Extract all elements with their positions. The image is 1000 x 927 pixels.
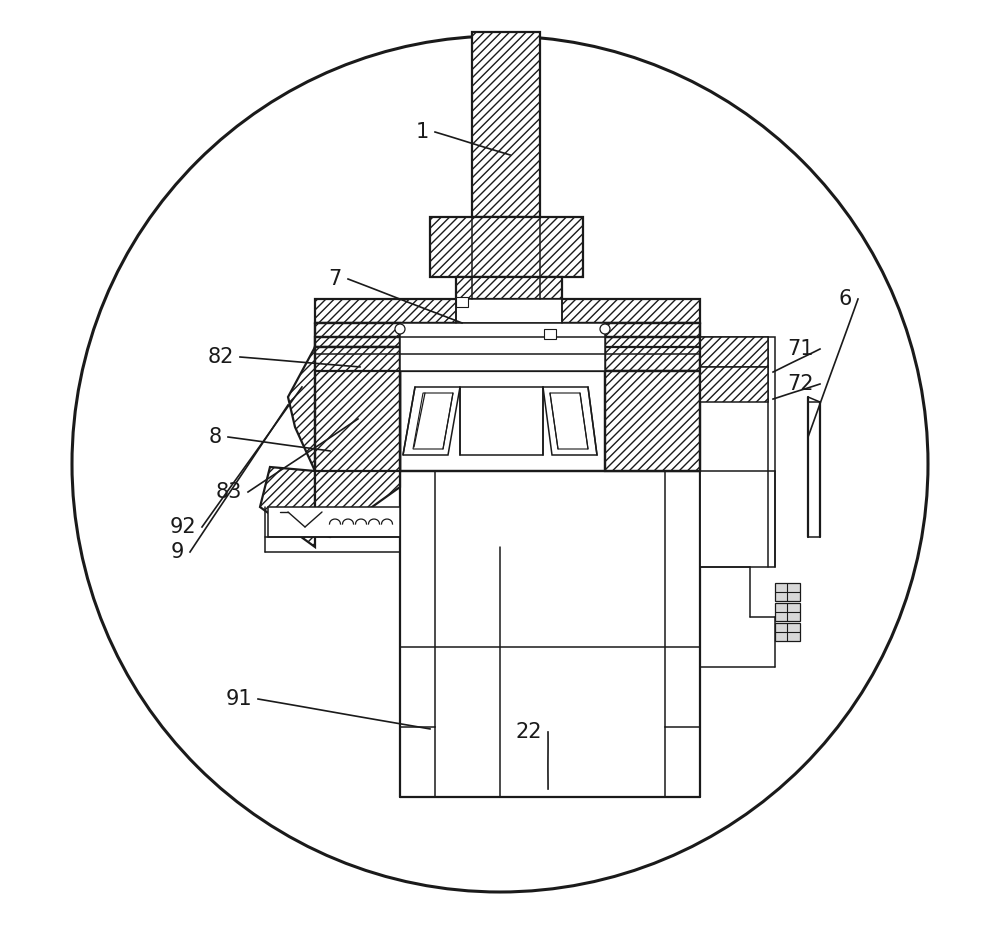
Text: 72: 72	[788, 374, 814, 394]
Text: 6: 6	[839, 289, 852, 309]
Polygon shape	[700, 367, 768, 402]
Text: 7: 7	[329, 269, 342, 289]
Polygon shape	[268, 507, 400, 537]
Polygon shape	[550, 393, 588, 449]
Polygon shape	[700, 337, 775, 567]
Text: 22: 22	[516, 722, 542, 742]
Polygon shape	[288, 347, 400, 471]
Polygon shape	[605, 337, 700, 371]
Polygon shape	[775, 583, 800, 601]
Polygon shape	[315, 299, 700, 323]
Text: 92: 92	[169, 517, 196, 537]
Polygon shape	[775, 623, 800, 641]
Text: 83: 83	[216, 482, 242, 502]
Polygon shape	[400, 371, 605, 471]
Polygon shape	[315, 347, 400, 537]
Polygon shape	[700, 337, 768, 367]
Polygon shape	[413, 393, 453, 449]
Polygon shape	[544, 329, 556, 339]
Polygon shape	[460, 387, 543, 455]
Polygon shape	[605, 371, 700, 471]
Polygon shape	[315, 323, 400, 347]
Polygon shape	[260, 467, 315, 547]
Text: 91: 91	[225, 689, 252, 709]
Polygon shape	[315, 337, 400, 371]
Circle shape	[395, 324, 405, 334]
Text: 8: 8	[209, 427, 222, 447]
Polygon shape	[315, 371, 400, 471]
Polygon shape	[400, 323, 605, 347]
Polygon shape	[315, 347, 400, 471]
Polygon shape	[543, 387, 597, 455]
Polygon shape	[605, 323, 700, 347]
Polygon shape	[430, 217, 583, 277]
Circle shape	[600, 324, 610, 334]
Text: 71: 71	[788, 339, 814, 359]
Polygon shape	[775, 603, 800, 621]
Text: 9: 9	[171, 542, 184, 562]
Polygon shape	[456, 297, 468, 307]
Polygon shape	[605, 347, 700, 471]
Polygon shape	[456, 299, 562, 323]
Text: 82: 82	[208, 347, 234, 367]
Polygon shape	[403, 387, 460, 455]
Polygon shape	[400, 337, 605, 371]
Polygon shape	[456, 277, 562, 299]
Text: 1: 1	[416, 122, 429, 142]
Polygon shape	[472, 32, 540, 217]
Circle shape	[72, 36, 928, 892]
